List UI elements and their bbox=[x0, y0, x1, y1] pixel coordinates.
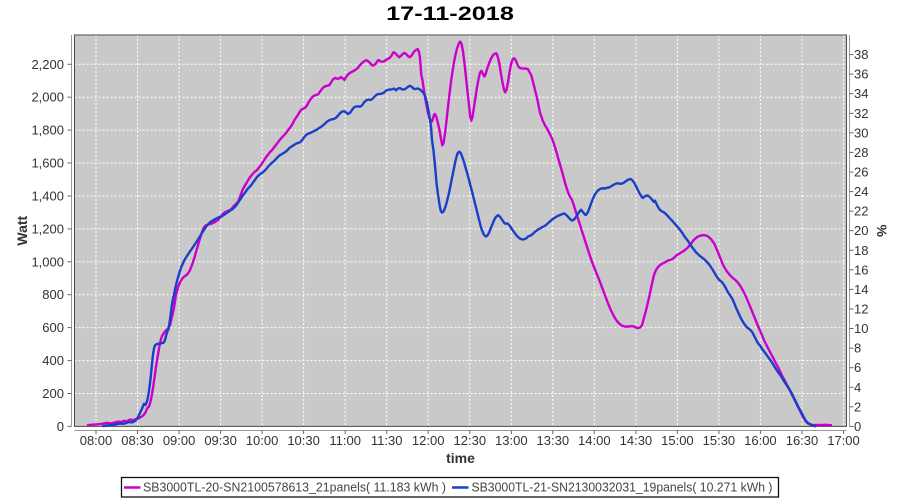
svg-text:0: 0 bbox=[57, 419, 64, 434]
svg-text:20: 20 bbox=[854, 223, 868, 238]
svg-text:11:30: 11:30 bbox=[371, 433, 403, 448]
svg-text:1,800: 1,800 bbox=[31, 123, 64, 138]
svg-text:1,200: 1,200 bbox=[31, 221, 64, 236]
svg-text:2,000: 2,000 bbox=[31, 90, 64, 105]
svg-text:17:00: 17:00 bbox=[827, 433, 860, 448]
svg-text:6: 6 bbox=[854, 360, 861, 375]
svg-text:14:30: 14:30 bbox=[620, 433, 653, 448]
svg-text:10:30: 10:30 bbox=[287, 433, 320, 448]
svg-text:30: 30 bbox=[854, 125, 868, 140]
svg-text:38: 38 bbox=[854, 47, 868, 62]
svg-text:13:30: 13:30 bbox=[537, 433, 570, 448]
svg-text:11:00: 11:00 bbox=[329, 433, 361, 448]
svg-text:14:00: 14:00 bbox=[578, 433, 611, 448]
svg-text:1,400: 1,400 bbox=[31, 189, 64, 204]
svg-text:16:00: 16:00 bbox=[744, 433, 777, 448]
svg-text:time: time bbox=[446, 450, 475, 466]
svg-text:08:00: 08:00 bbox=[80, 433, 113, 448]
svg-text:400: 400 bbox=[42, 353, 64, 368]
svg-text:09:30: 09:30 bbox=[204, 433, 237, 448]
svg-text:22: 22 bbox=[854, 204, 868, 219]
svg-text:28: 28 bbox=[854, 145, 868, 160]
svg-text:15:30: 15:30 bbox=[703, 433, 736, 448]
svg-text:1,000: 1,000 bbox=[31, 254, 64, 269]
svg-text:14: 14 bbox=[854, 282, 868, 297]
svg-text:13:00: 13:00 bbox=[495, 433, 528, 448]
svg-text:12: 12 bbox=[854, 302, 868, 317]
svg-text:SB3000TL-20-SN2100578613_21pan: SB3000TL-20-SN2100578613_21panels( 11.18… bbox=[143, 480, 446, 495]
svg-text:09:00: 09:00 bbox=[163, 433, 196, 448]
svg-text:2,200: 2,200 bbox=[31, 57, 64, 72]
svg-text:%: % bbox=[874, 224, 890, 237]
svg-text:17-11-2018: 17-11-2018 bbox=[386, 3, 514, 24]
svg-text:18: 18 bbox=[854, 243, 868, 258]
svg-text:8: 8 bbox=[854, 341, 861, 356]
svg-text:16:30: 16:30 bbox=[786, 433, 819, 448]
svg-text:08:30: 08:30 bbox=[121, 433, 154, 448]
svg-text:10:00: 10:00 bbox=[246, 433, 279, 448]
svg-text:12:30: 12:30 bbox=[454, 433, 487, 448]
svg-text:16: 16 bbox=[854, 262, 868, 277]
svg-text:34: 34 bbox=[854, 86, 868, 101]
svg-text:2: 2 bbox=[854, 399, 861, 414]
svg-text:SB3000TL-21-SN2130032031_19pan: SB3000TL-21-SN2130032031_19panels( 10.27… bbox=[472, 480, 773, 495]
svg-text:26: 26 bbox=[854, 165, 868, 180]
svg-text:0: 0 bbox=[854, 419, 861, 434]
svg-text:1,600: 1,600 bbox=[31, 156, 64, 171]
svg-text:Watt: Watt bbox=[14, 215, 30, 245]
svg-text:32: 32 bbox=[854, 106, 868, 121]
svg-text:200: 200 bbox=[42, 386, 64, 401]
svg-text:800: 800 bbox=[42, 287, 64, 302]
svg-text:12:00: 12:00 bbox=[412, 433, 445, 448]
svg-text:36: 36 bbox=[854, 67, 868, 82]
svg-text:10: 10 bbox=[854, 321, 868, 336]
svg-text:15:00: 15:00 bbox=[661, 433, 694, 448]
svg-text:24: 24 bbox=[854, 184, 868, 199]
svg-text:600: 600 bbox=[42, 320, 64, 335]
svg-text:4: 4 bbox=[854, 380, 861, 395]
